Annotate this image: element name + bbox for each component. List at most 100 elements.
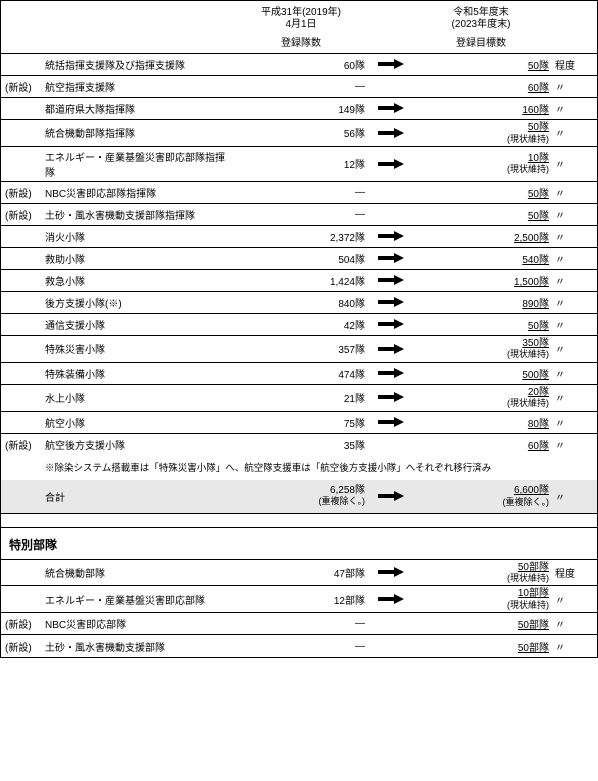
arrow-icon xyxy=(371,417,411,428)
header-2023-l1: 令和5年度末 xyxy=(453,7,509,18)
row-name: 後方支援小隊(※) xyxy=(41,295,231,310)
subheader-2023: 登録目標数 xyxy=(411,32,551,53)
section2-title: 特別部隊 xyxy=(1,528,597,560)
row-name: 統合機動部隊指揮隊 xyxy=(41,125,231,140)
page-container: 平成31年(2019年) 4月1日 令和5年度末 (2023年度末) 登録隊数 … xyxy=(0,0,598,658)
arrow-icon xyxy=(371,343,411,354)
row-suffix: 〃 xyxy=(551,366,591,381)
footnote: ※除染システム搭載車は「特殊災害小隊」へ、航空隊支援車は「航空後方支援小隊」へそ… xyxy=(1,456,597,480)
row-2019: — xyxy=(231,187,371,198)
row-tag: (新設) xyxy=(1,207,41,222)
table-row: (新設)土砂・風水害機動支援部隊—50部隊〃 xyxy=(1,635,597,657)
row-target: 50部隊(現状維持) xyxy=(411,562,551,584)
row-suffix: 程度 xyxy=(551,565,591,580)
row-target: 60隊 xyxy=(411,437,551,452)
row-name: 土砂・風水害機動支援部隊指揮隊 xyxy=(41,207,231,222)
row-target: 50隊 xyxy=(411,207,551,222)
arrow-icon xyxy=(371,253,411,264)
row-tag: (新設) xyxy=(1,79,41,94)
table-row: 特殊災害小隊357隊350隊(現状維持)〃 xyxy=(1,336,597,363)
arrow-icon xyxy=(371,275,411,286)
arrow-icon xyxy=(371,567,411,578)
row-2019: 21隊 xyxy=(231,390,371,405)
row-target: 50隊(現状維持) xyxy=(411,122,551,144)
total-arrow xyxy=(371,491,411,502)
row-2019: 12部隊 xyxy=(231,592,371,607)
row-2019: 357隊 xyxy=(231,341,371,356)
row-2019: — xyxy=(231,81,371,92)
row-name: NBC災害即応部隊指揮隊 xyxy=(41,185,231,200)
table-row: エネルギー・産業基盤災害即応部隊指揮隊12隊10隊(現状維持)〃 xyxy=(1,147,597,182)
table-row: (新設)NBC災害即応部隊—50部隊〃 xyxy=(1,613,597,635)
arrow-icon xyxy=(371,368,411,379)
header-2019-l2: 4月1日 xyxy=(285,19,316,30)
arrow-icon xyxy=(371,594,411,605)
row-target: 1,500隊 xyxy=(411,273,551,288)
table-row: 航空小隊75隊80隊〃 xyxy=(1,412,597,434)
row-name: 特殊災害小隊 xyxy=(41,341,231,356)
row-2019: 35隊 xyxy=(231,437,371,452)
header-2023-l2: (2023年度末) xyxy=(452,19,511,30)
row-name: 統合機動部隊 xyxy=(41,565,231,580)
table-row: (新設)航空後方支援小隊35隊 60隊〃 xyxy=(1,434,597,456)
total-label: 合計 xyxy=(41,489,231,504)
row-tag: (新設) xyxy=(1,437,41,452)
row-2019: 2,372隊 xyxy=(231,229,371,244)
row-name: 救助小隊 xyxy=(41,251,231,266)
table-row: (新設)NBC災害即応部隊指揮隊—50隊〃 xyxy=(1,182,597,204)
row-target: 10隊(現状維持) xyxy=(411,153,551,175)
row-target: 50隊 xyxy=(411,57,551,72)
arrow-icon xyxy=(371,103,411,114)
row-suffix: 程度 xyxy=(551,57,591,72)
total-target: 6,600隊 xyxy=(514,485,549,496)
row-target: 50隊 xyxy=(411,185,551,200)
row-suffix: 〃 xyxy=(551,101,591,116)
row-name: 土砂・風水害機動支援部隊 xyxy=(41,639,231,654)
row-target: 540隊 xyxy=(411,251,551,266)
table-row: 消火小隊2,372隊2,500隊〃 xyxy=(1,226,597,248)
table-row: 都道府県大隊指揮隊149隊160隊〃 xyxy=(1,98,597,120)
row-suffix: 〃 xyxy=(551,207,591,222)
table-row: 統括指揮支援隊及び指揮支援隊60隊50隊程度 xyxy=(1,54,597,76)
row-name: 特殊装備小隊 xyxy=(41,366,231,381)
row-name: 航空後方支援小隊 xyxy=(41,437,231,452)
rows2-container: 統合機動部隊47部隊 50部隊(現状維持)程度エネルギー・産業基盤災害即応部隊12… xyxy=(1,560,597,658)
row-target: 2,500隊 xyxy=(411,229,551,244)
row-suffix: 〃 xyxy=(551,437,591,452)
arrow-icon xyxy=(371,158,411,169)
row-2019: 42隊 xyxy=(231,317,371,332)
row-target: 160隊 xyxy=(411,101,551,116)
subheader-2019: 登録隊数 xyxy=(231,32,371,53)
table-row: 統合機動部隊47部隊 50部隊(現状維持)程度 xyxy=(1,560,597,587)
row-2019: 1,424隊 xyxy=(231,273,371,288)
row-2019: 474隊 xyxy=(231,366,371,381)
row-name: 水上小隊 xyxy=(41,390,231,405)
row-target: 350隊(現状維持) xyxy=(411,338,551,360)
row-2019: 149隊 xyxy=(231,101,371,116)
row-suffix: 〃 xyxy=(551,79,591,94)
table-row: エネルギー・産業基盤災害即応部隊12部隊10部隊(現状維持)〃 xyxy=(1,586,597,613)
arrow-icon xyxy=(371,127,411,138)
row-target: 50部隊 xyxy=(411,616,551,631)
row-suffix: 〃 xyxy=(551,295,591,310)
row-target: 50隊 xyxy=(411,317,551,332)
header-row-1: 平成31年(2019年) 4月1日 令和5年度末 (2023年度末) xyxy=(1,1,597,32)
subheader-row: 登録隊数 登録目標数 xyxy=(1,32,597,54)
row-2019: 47部隊 xyxy=(231,565,371,580)
rows-container: 統括指揮支援隊及び指揮支援隊60隊50隊程度(新設)航空指揮支援隊—60隊〃都道… xyxy=(1,54,597,456)
row-name: 救急小隊 xyxy=(41,273,231,288)
row-2019: 840隊 xyxy=(231,295,371,310)
header-2019-l1: 平成31年(2019年) xyxy=(261,7,341,18)
table-row: (新設)航空指揮支援隊—60隊〃 xyxy=(1,76,597,98)
total-suffix: 〃 xyxy=(551,489,591,504)
row-2019: — xyxy=(231,641,371,652)
row-suffix: 〃 xyxy=(551,317,591,332)
arrow-icon xyxy=(371,59,411,70)
row-suffix: 〃 xyxy=(551,592,591,607)
row-suffix: 〃 xyxy=(551,156,591,171)
row-target: 50部隊 xyxy=(411,639,551,654)
arrow-icon xyxy=(371,319,411,330)
row-name: エネルギー・産業基盤災害即応部隊指揮隊 xyxy=(41,149,231,179)
row-tag: (新設) xyxy=(1,185,41,200)
row-name: NBC災害即応部隊 xyxy=(41,616,231,631)
